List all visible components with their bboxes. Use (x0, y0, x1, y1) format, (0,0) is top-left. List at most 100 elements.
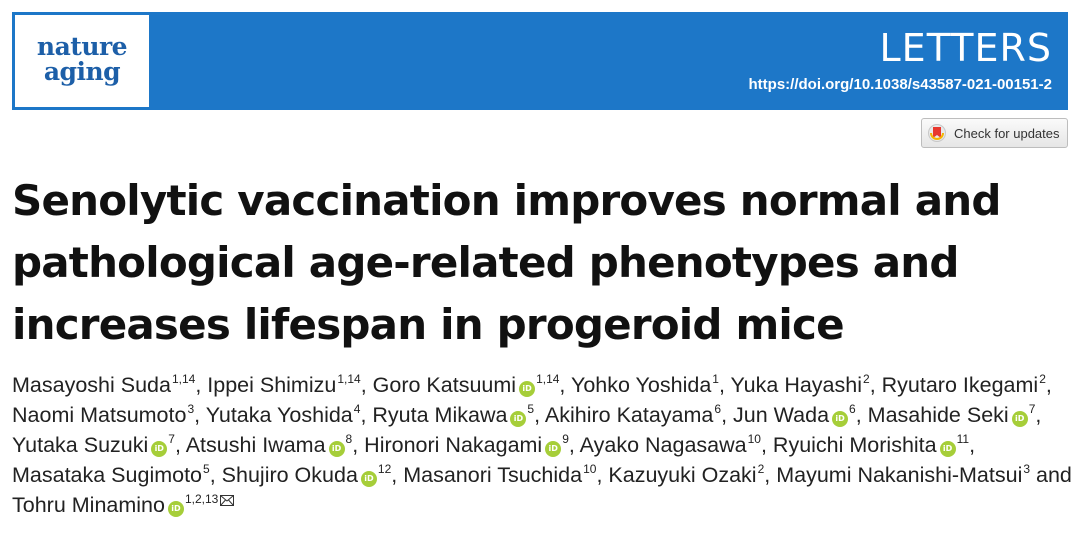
orcid-icon[interactable]: iD (1011, 411, 1028, 427)
article-title: Senolytic vaccination improves normal an… (12, 176, 1001, 349)
affiliation-number: 3 (1023, 462, 1031, 476)
affiliation-number: 1,14 (536, 372, 560, 386)
orcid-icon[interactable]: iD (510, 411, 527, 427)
check-for-updates-label: Check for updates (954, 125, 1060, 141)
orcid-icon[interactable]: iD (519, 381, 536, 397)
author-name[interactable]: Atsushi Iwama (185, 433, 326, 457)
affiliation-number: 2 (1039, 372, 1046, 386)
author-item: Masahide Seki iD7 (867, 403, 1035, 427)
affiliation-number: 5 (203, 462, 210, 476)
author-separator: , (194, 403, 206, 427)
nature-aging-logo[interactable]: nature aging (15, 15, 149, 107)
author-separator: , (195, 373, 208, 397)
affiliation-number: 2 (757, 462, 765, 476)
author-name[interactable]: Jun Wada (733, 403, 830, 427)
logo-line-aging: aging (43, 57, 121, 86)
orcid-icon[interactable]: iD (939, 441, 956, 457)
affiliation-number: 2 (863, 372, 870, 386)
author-separator: , (1035, 403, 1042, 427)
author-separator: , (718, 373, 731, 397)
author-item: Mayumi Nakanishi-Matsui3 (776, 463, 1030, 487)
affiliation-number: 1,14 (337, 372, 361, 386)
author-name[interactable]: Ryuta Mikawa (372, 403, 508, 427)
author-name[interactable]: Ippei Shimizu (207, 373, 337, 397)
author-name[interactable]: Akihiro Katayama (544, 403, 714, 427)
author-separator: , (760, 433, 773, 457)
author-name[interactable]: Naomi Matsumoto (12, 403, 187, 427)
author-name[interactable]: Masayoshi Suda (12, 373, 171, 397)
author-separator: , (969, 433, 976, 457)
author-name[interactable]: Ayako Nagasawa (579, 433, 747, 457)
email-icon[interactable] (220, 495, 235, 506)
author-name[interactable]: Yohko Yoshida (570, 373, 712, 397)
affiliation-number: 5 (527, 402, 535, 416)
author-item: Shujiro Okuda iD12 (221, 462, 392, 487)
orcid-icon[interactable]: iD (151, 441, 168, 457)
article-type: LETTERS (879, 26, 1052, 70)
author-separator: , (568, 433, 580, 457)
author-separator: , (174, 433, 186, 457)
author-list: Masayoshi Suda1,14, Ippei Shimizu1,14, G… (12, 370, 1072, 520)
author-item: Yohko Yoshida1 (571, 373, 719, 397)
author-item: Ryutaro Ikegami2 (882, 373, 1046, 397)
orcid-icon[interactable]: iD (167, 501, 184, 517)
affiliation-number: 12 (377, 462, 392, 476)
author-item: Hironori Nakagami iD9 (364, 433, 569, 457)
affiliation-number: 1,2,13 (184, 492, 219, 506)
author-name[interactable]: Yuka Hayashi (730, 373, 862, 397)
author-item: Yuka Hayashi2 (731, 373, 870, 397)
author-item: Ryuichi Morishita iD11 (773, 433, 969, 457)
affiliation-number: 1,14 (171, 372, 196, 386)
author-separator: , (1045, 373, 1052, 397)
author-name[interactable]: Ryuichi Morishita (772, 433, 937, 457)
author-separator: and (1030, 463, 1072, 487)
author-name[interactable]: Kazuyuki Ozaki (608, 463, 757, 487)
author-name[interactable]: Masataka Sugimoto (12, 463, 203, 487)
author-item: Kazuyuki Ozaki2 (608, 463, 764, 487)
affiliation-number: 6 (849, 402, 856, 416)
author-name[interactable]: Yutaka Suzuki (12, 433, 149, 457)
author-item: Goro Katsuumi iD1,14 (372, 372, 560, 397)
author-item: Jun Wada iD6 (733, 403, 856, 427)
author-name[interactable]: Masanori Tsuchida (403, 463, 583, 487)
author-item: Masanori Tsuchida10 (403, 463, 596, 487)
author-name[interactable]: Hironori Nakagami (364, 433, 543, 457)
journal-header: nature aging LETTERS https://doi.org/10.… (12, 12, 1068, 110)
author-separator: , (391, 463, 404, 487)
author-name[interactable]: Masahide Seki (867, 403, 1009, 427)
crossmark-icon (928, 124, 946, 142)
author-separator: , (855, 403, 868, 427)
affiliation-number: 10 (583, 462, 597, 476)
author-separator: , (764, 463, 777, 487)
doi-link[interactable]: https://doi.org/10.1038/s43587-021-00151… (748, 76, 1053, 93)
author-item: Akihiro Katayama6 (545, 403, 721, 427)
affiliation-number: 1 (712, 372, 719, 386)
author-name[interactable]: Tohru Minamino (12, 493, 165, 517)
orcid-icon[interactable]: iD (832, 411, 849, 427)
author-item: Yutaka Suzuki iD7 (12, 433, 175, 457)
logo-line-nature: nature (36, 32, 128, 61)
affiliation-number: 3 (187, 402, 195, 416)
author-name[interactable]: Ryutaro Ikegami (881, 373, 1039, 397)
author-name[interactable]: Goro Katsuumi (372, 373, 517, 397)
author-separator: , (360, 373, 373, 397)
orcid-icon[interactable]: iD (328, 441, 345, 457)
author-separator: , (534, 403, 545, 427)
author-name[interactable]: Shujiro Okuda (221, 463, 358, 487)
author-name[interactable]: Yutaka Yoshida (205, 403, 353, 427)
author-separator: , (596, 463, 609, 487)
author-item: Yutaka Yoshida4 (206, 403, 361, 427)
author-separator: , (352, 433, 365, 457)
author-item: Masataka Sugimoto5 (12, 463, 210, 487)
author-separator: , (869, 373, 882, 397)
author-item: Masayoshi Suda1,14 (12, 373, 195, 397)
check-for-updates-button[interactable]: Check for updates (921, 118, 1068, 148)
orcid-icon[interactable]: iD (545, 441, 562, 457)
author-item: Atsushi Iwama iD8 (185, 432, 353, 457)
orcid-icon[interactable]: iD (360, 471, 377, 487)
author-separator: , (209, 463, 222, 487)
author-name[interactable]: Mayumi Nakanishi-Matsui (776, 463, 1023, 487)
author-item: Tohru Minamino iD1,2,13 (12, 492, 235, 517)
author-item: Naomi Matsumoto3 (12, 403, 194, 427)
affiliation-number: 8 (345, 432, 353, 446)
